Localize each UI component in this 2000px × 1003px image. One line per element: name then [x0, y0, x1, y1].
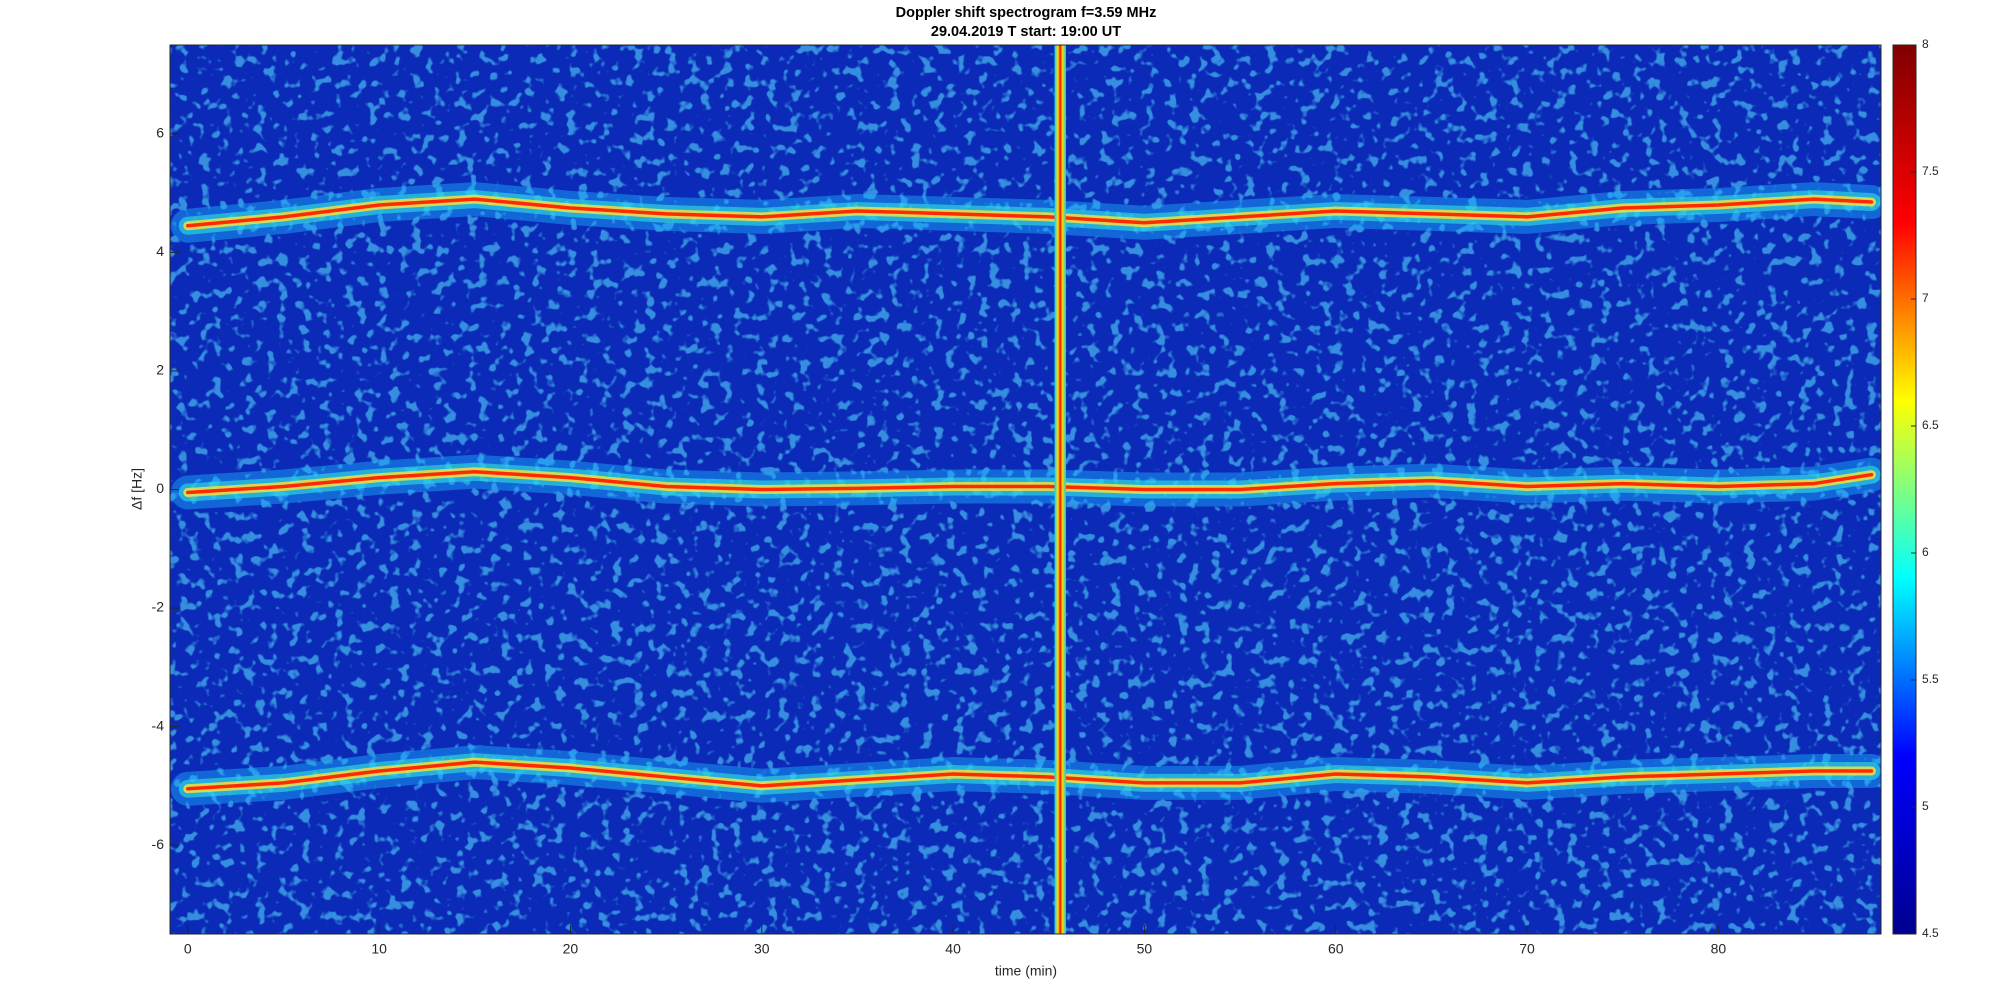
colorbar	[1892, 44, 1917, 935]
colorbar-tick-label: 7	[1922, 291, 1929, 305]
chart-title: Doppler shift spectrogram f=3.59 MHz	[896, 5, 1157, 21]
colorbar-tick-label: 5	[1922, 799, 1929, 813]
colorbar-tick-label: 6	[1922, 545, 1929, 559]
y-tick-label: 2	[156, 362, 164, 378]
colorbar-tick-label: 7.5	[1922, 164, 1939, 178]
y-tick-label: -6	[152, 836, 165, 852]
x-axis-label: time (min)	[995, 963, 1057, 979]
doppler-trace	[186, 760, 1874, 791]
plot-area	[170, 45, 1881, 934]
x-tick-label: 10	[371, 941, 387, 957]
x-tick-label: 30	[754, 941, 770, 957]
x-tick-label: 70	[1519, 941, 1535, 957]
y-tick-label: -4	[152, 717, 165, 733]
colorbar-tick-label: 4.5	[1922, 926, 1939, 940]
y-axis-label: Δf [Hz]	[129, 468, 145, 510]
x-tick-label: 50	[1137, 941, 1153, 957]
doppler-trace	[186, 469, 1874, 495]
y-tick-label: 4	[156, 243, 164, 259]
y-tick-label: 0	[156, 480, 164, 496]
x-tick-label: 80	[1711, 941, 1727, 957]
x-tick-label: 60	[1328, 941, 1344, 957]
colorbar-tick-label: 6.5	[1922, 418, 1939, 432]
x-tick-label: 20	[563, 941, 579, 957]
doppler-trace	[186, 197, 1874, 228]
y-tick-label: 6	[156, 125, 164, 141]
colorbar-tick-label: 5.5	[1922, 672, 1939, 686]
y-tick-label: -2	[152, 599, 165, 615]
interference-band	[1054, 45, 1066, 934]
colorbar-tick-label: 8	[1922, 37, 1929, 51]
x-tick-label: 40	[945, 941, 961, 957]
chart-subtitle: 29.04.2019 T start: 19:00 UT	[931, 24, 1121, 40]
x-tick-label: 0	[184, 941, 192, 957]
